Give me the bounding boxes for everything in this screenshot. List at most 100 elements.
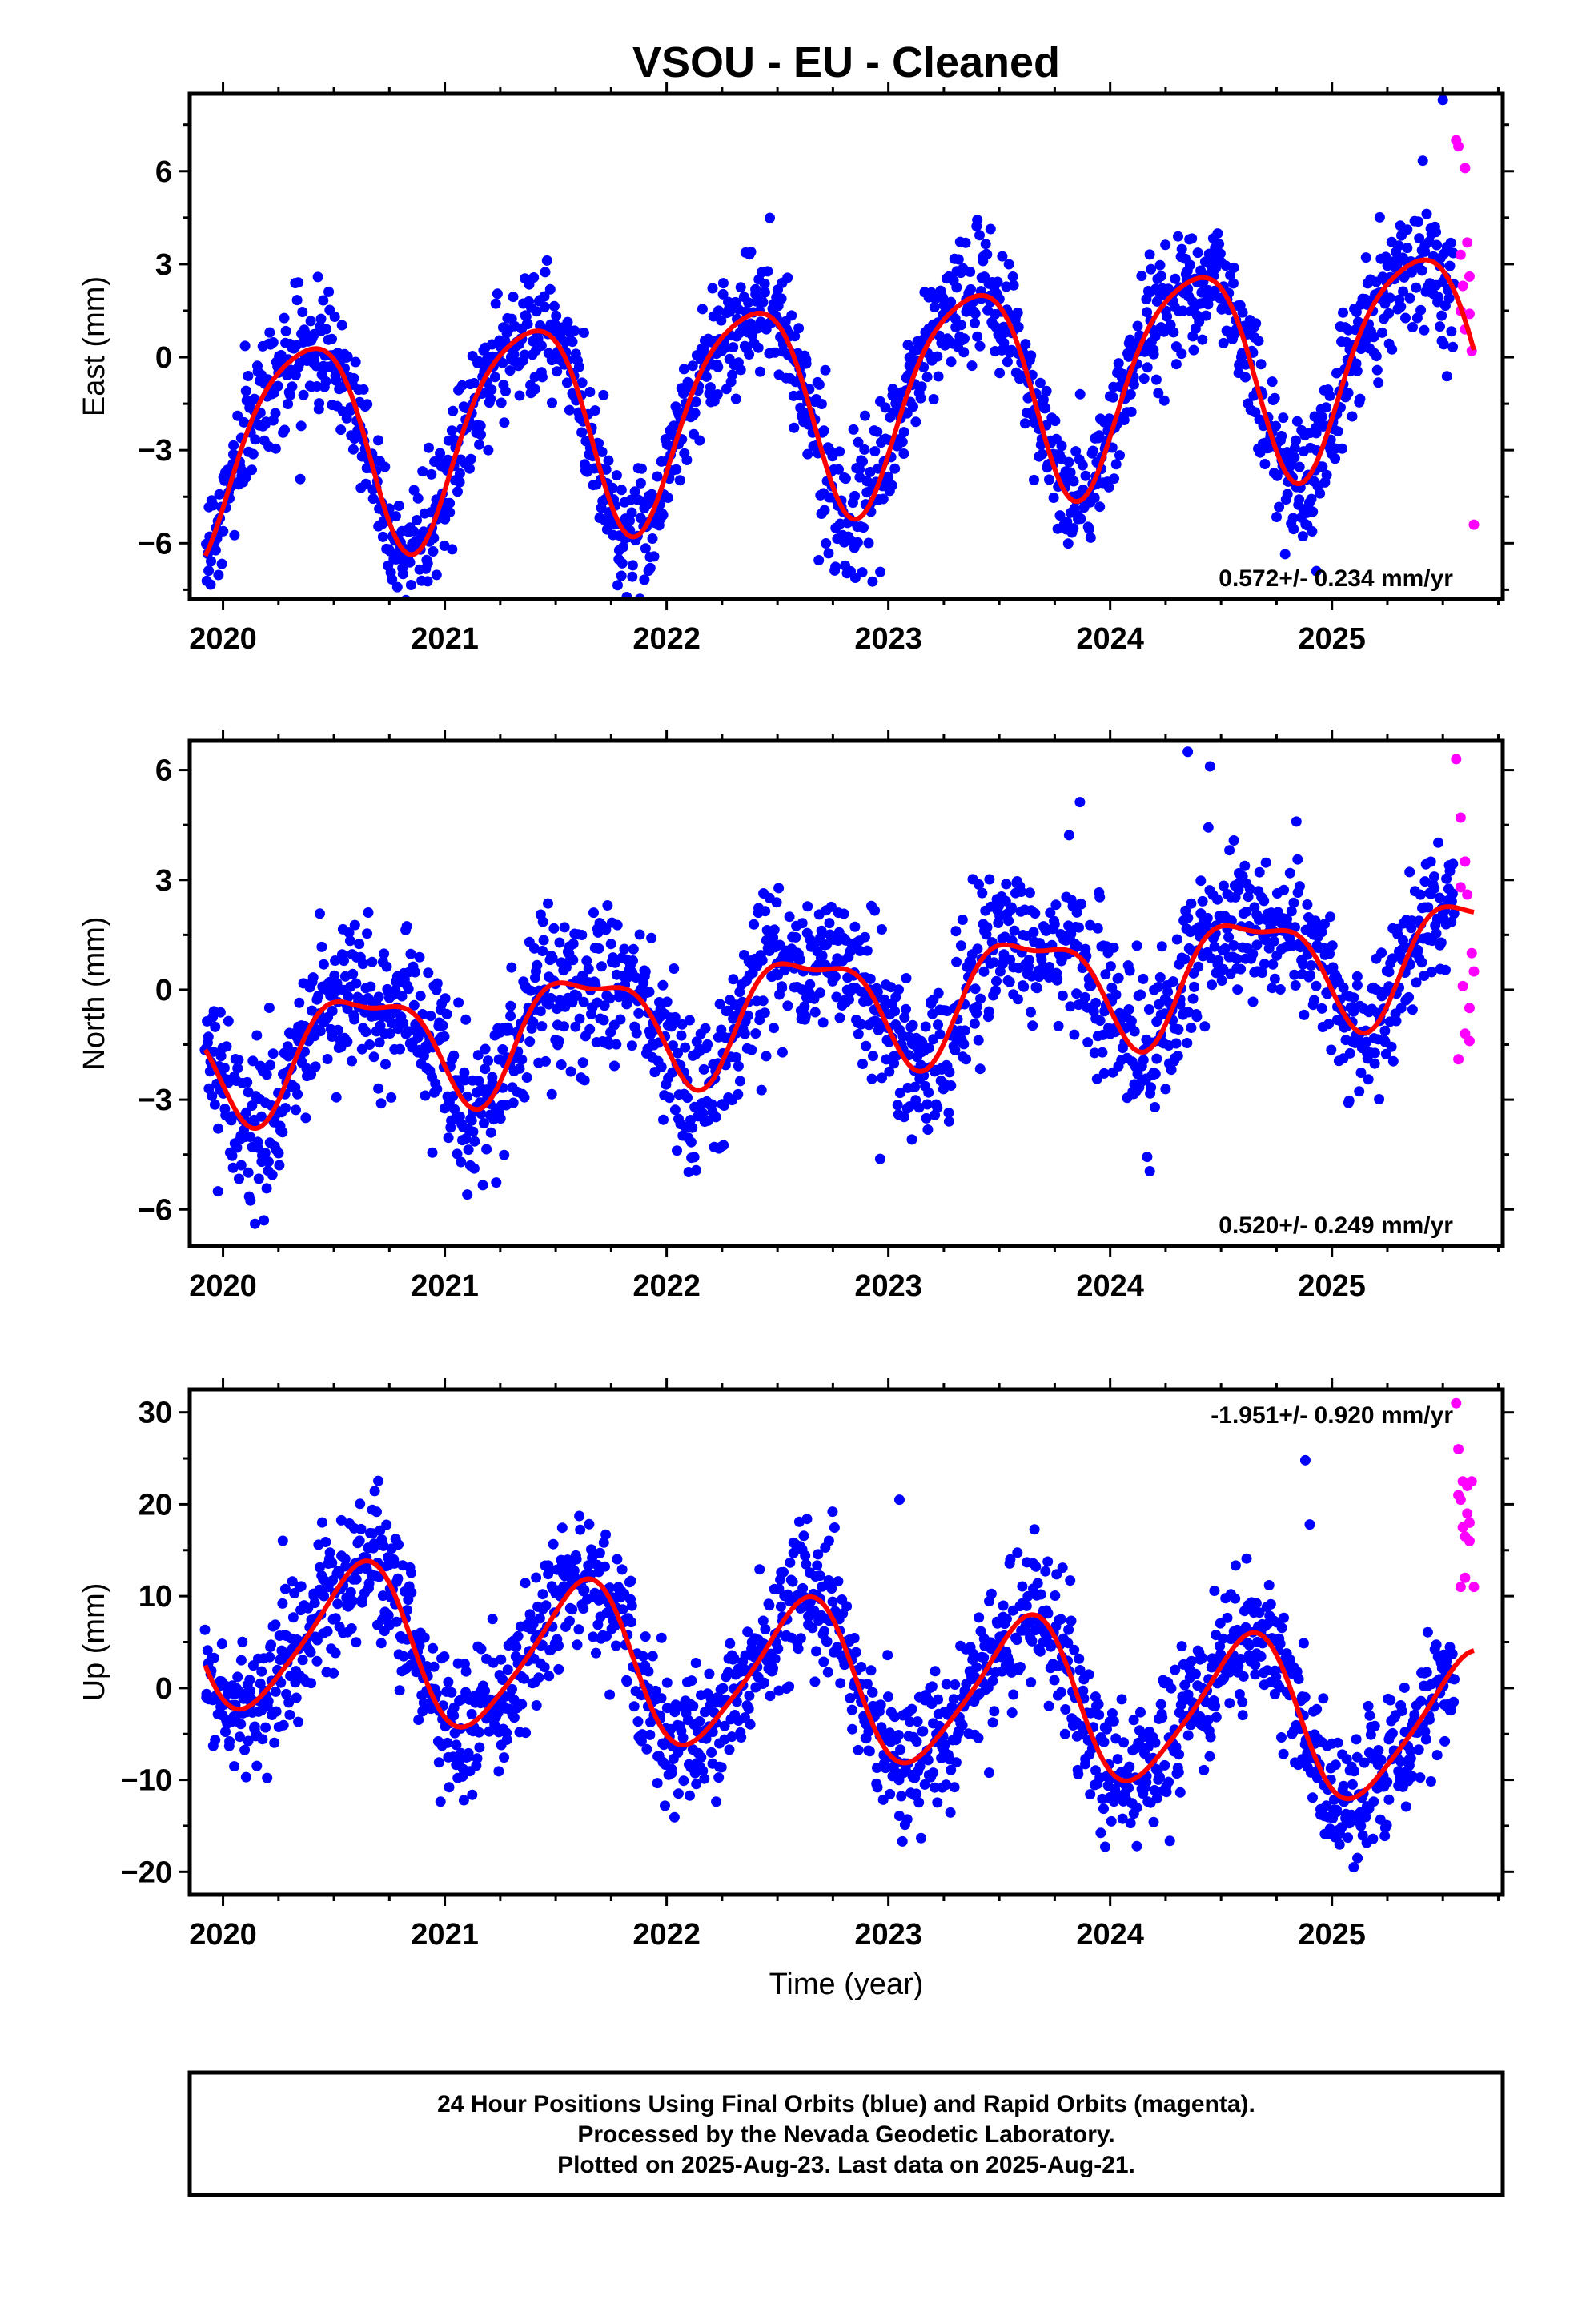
up-final-point (474, 1742, 485, 1753)
north-x-tick-label: 2025 (1298, 1269, 1366, 1303)
up-final-point (519, 1673, 530, 1684)
east-final-point (426, 468, 437, 480)
north-final-point (251, 1030, 263, 1041)
north-final-point (529, 943, 540, 954)
east-final-point (240, 385, 251, 396)
north-final-point (1446, 916, 1457, 927)
north-final-point (790, 931, 801, 943)
north-final-point (973, 1035, 984, 1046)
north-model-curve (203, 904, 1475, 1131)
up-final-point (277, 1598, 288, 1609)
east-final-point (456, 380, 468, 391)
east-final-point (270, 443, 281, 454)
east-final-point (576, 377, 588, 388)
north-final-point (664, 1092, 675, 1104)
up-final-point (853, 1744, 864, 1755)
east-final-point (544, 283, 556, 295)
north-final-point (742, 1010, 753, 1021)
up-final-point (906, 1703, 917, 1715)
north-final-point (723, 1005, 733, 1016)
east-final-point (635, 477, 646, 489)
up-final-point (1159, 1759, 1170, 1771)
east-final-point (1289, 452, 1300, 463)
east-final-point (735, 282, 746, 293)
up-final-point (573, 1624, 584, 1635)
east-final-point (789, 331, 801, 342)
east-final-point (1083, 524, 1094, 534)
east-final-point (1094, 430, 1105, 441)
north-final-point (672, 1145, 682, 1156)
north-final-point (349, 919, 360, 931)
east-rapid-point (1453, 141, 1464, 152)
north-final-point (893, 984, 904, 995)
north-final-point (375, 1098, 387, 1109)
up-final-point (305, 1647, 316, 1658)
east-final-point (210, 545, 221, 556)
north-final-point (1031, 983, 1042, 994)
north-final-point (685, 1136, 697, 1148)
east-final-point (1050, 416, 1061, 427)
east-final-point (795, 390, 805, 401)
east-final-point (218, 525, 229, 537)
north-final-point (1016, 887, 1026, 897)
north-final-point (559, 922, 570, 933)
north-final-point (1135, 989, 1146, 1000)
up-final-point (1100, 1841, 1110, 1852)
up-final-point (537, 1589, 548, 1600)
up-final-point (760, 1624, 771, 1634)
north-final-points (199, 746, 1460, 1229)
north-final-point (800, 1011, 811, 1022)
up-final-point (784, 1681, 795, 1692)
up-final-point (711, 1796, 722, 1807)
up-final-point (849, 1633, 860, 1643)
east-final-point (229, 529, 240, 541)
up-final-point (688, 1701, 699, 1711)
east-final-point (669, 420, 679, 432)
up-final-point (1124, 1761, 1135, 1772)
up-final-point (511, 1642, 522, 1652)
north-final-point (868, 1051, 878, 1062)
east-final-point (448, 405, 459, 416)
north-final-point (294, 997, 305, 1008)
east-rapid-point (1468, 519, 1480, 530)
north-final-point (700, 1023, 711, 1034)
east-final-point (589, 405, 600, 416)
north-final-point (604, 993, 616, 1004)
north-final-point (327, 1031, 338, 1042)
east-rapid-point (1455, 249, 1466, 260)
up-final-point (493, 1766, 504, 1777)
north-final-point (425, 1011, 436, 1022)
east-rapid-point (1460, 163, 1471, 174)
north-final-point (1089, 1047, 1100, 1059)
east-final-point (960, 237, 971, 248)
north-final-point (757, 955, 768, 966)
east-final-point (992, 276, 1003, 287)
east-final-point (966, 283, 976, 295)
east-x-tick-label: 2023 (854, 622, 922, 656)
north-x-tick-label: 2022 (632, 1269, 701, 1303)
north-final-point (702, 1115, 713, 1126)
east-final-point (687, 360, 698, 372)
east-final-point (435, 448, 446, 459)
east-final-point (765, 212, 775, 223)
east-final-point (232, 410, 243, 421)
north-final-point (1228, 940, 1239, 951)
east-final-point (1170, 341, 1182, 352)
north-final-point (365, 981, 376, 992)
north-final-point (1254, 866, 1265, 878)
up-final-point (251, 1760, 263, 1771)
up-final-point (413, 1715, 424, 1725)
up-final-point (572, 1639, 583, 1651)
up-final-point (640, 1631, 651, 1642)
east-final-point (980, 239, 991, 250)
north-final-point (327, 1006, 338, 1016)
up-final-point (885, 1788, 896, 1799)
up-final-point (811, 1646, 821, 1657)
east-final-point (802, 448, 813, 460)
north-final-point (231, 1142, 243, 1153)
east-final-point (1398, 286, 1409, 297)
north-final-point (922, 1124, 934, 1135)
north-final-point (524, 1036, 536, 1047)
east-final-point (1255, 359, 1267, 370)
